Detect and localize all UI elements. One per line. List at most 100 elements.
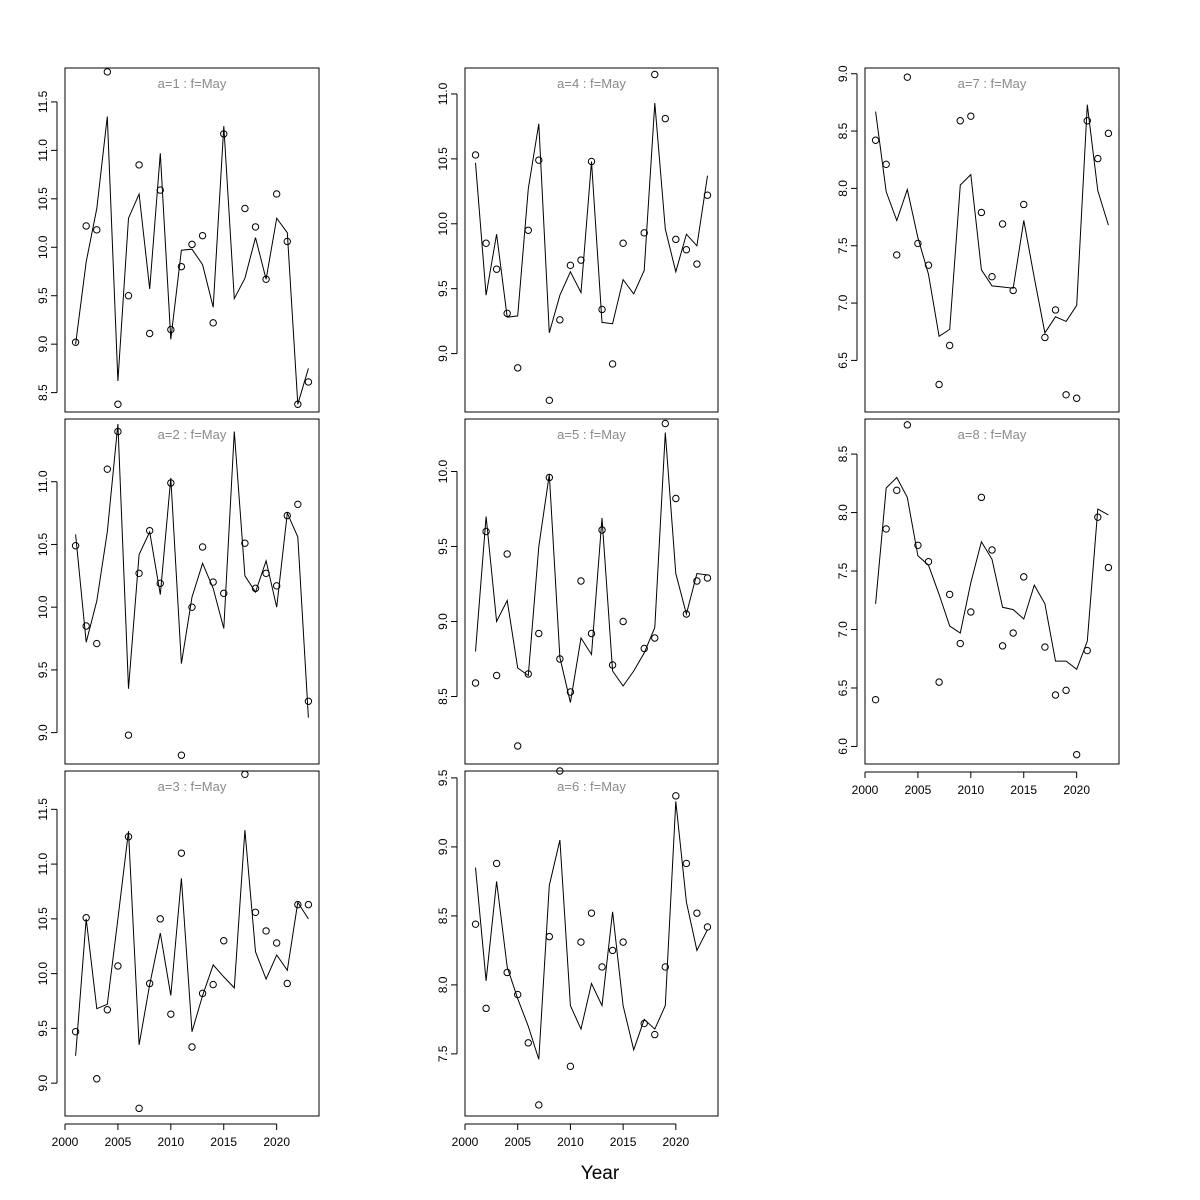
y-tick-label: 9.5 bbox=[36, 661, 50, 678]
fitted-line bbox=[875, 104, 1109, 338]
observed-point bbox=[167, 479, 175, 487]
observed-point bbox=[304, 378, 313, 386]
x-tick-label: 2000 bbox=[52, 1135, 79, 1149]
panel-8: a=8 : f=May 6.0 6.5 7.0 7.5 8.0 8.5 2000 2005 201… bbox=[836, 418, 1120, 797]
observed-point bbox=[93, 1075, 101, 1083]
y-tick-label: 11.0 bbox=[436, 82, 450, 105]
observed-point bbox=[145, 979, 154, 988]
observed-point bbox=[283, 979, 291, 988]
observed-point bbox=[241, 204, 249, 213]
observed-point bbox=[251, 584, 260, 593]
observed-point bbox=[566, 261, 575, 270]
y-tick-label: 9.0 bbox=[836, 65, 850, 82]
observed-point bbox=[156, 186, 164, 194]
observed-point bbox=[640, 644, 648, 653]
observed-point bbox=[482, 1004, 490, 1013]
observed-point bbox=[167, 1010, 175, 1018]
observed-point bbox=[272, 190, 281, 198]
observed-point bbox=[893, 486, 901, 495]
observed-point bbox=[1062, 686, 1070, 695]
observed-point bbox=[1072, 750, 1081, 759]
plot-frame bbox=[64, 770, 320, 1117]
x-tick-label: 2015 bbox=[1010, 783, 1037, 797]
observed-point bbox=[967, 608, 975, 616]
observed-point bbox=[619, 617, 627, 626]
x-tick-label: 2015 bbox=[210, 1135, 237, 1149]
x-axis: 2000 2005 2010 2015 2020 bbox=[52, 1123, 290, 1149]
x-tick-label: 2005 bbox=[105, 1135, 132, 1149]
y-tick-label: 10.0 bbox=[36, 962, 50, 986]
y-tick-label: 10.5 bbox=[436, 147, 450, 171]
observed-point bbox=[998, 220, 1007, 228]
observed-point bbox=[608, 946, 617, 955]
observed-point bbox=[903, 421, 912, 429]
observed-point bbox=[503, 550, 511, 558]
observed-point bbox=[471, 151, 480, 159]
observed-point bbox=[556, 655, 564, 663]
observed-point bbox=[566, 688, 575, 696]
y-axis: 9.0 9.5 10.0 10.5 11.0 bbox=[436, 82, 458, 362]
observed-point bbox=[703, 923, 712, 931]
observed-point bbox=[935, 678, 943, 686]
observed-point bbox=[272, 939, 281, 947]
observed-point bbox=[1094, 154, 1102, 163]
y-tick-label: 9.5 bbox=[436, 538, 450, 555]
x-tick-label: 2000 bbox=[852, 783, 879, 797]
y-tick-label: 8.0 bbox=[836, 180, 850, 197]
fitted-line bbox=[75, 830, 309, 1056]
y-tick-label: 7.0 bbox=[836, 621, 850, 638]
observed-point bbox=[703, 191, 712, 199]
observed-point bbox=[262, 927, 270, 935]
observed-point bbox=[587, 909, 596, 917]
observed-point bbox=[587, 629, 596, 638]
observed-point bbox=[945, 341, 954, 350]
observed-point bbox=[93, 226, 101, 234]
observed-point bbox=[262, 275, 270, 283]
observed-point bbox=[608, 661, 617, 669]
fitted-line bbox=[875, 476, 1109, 671]
y-tick-label: 10.5 bbox=[36, 187, 50, 211]
observed-point bbox=[1083, 117, 1091, 125]
observed-point bbox=[619, 938, 627, 946]
observed-point bbox=[93, 639, 101, 648]
observed-point bbox=[251, 223, 260, 231]
observed-point bbox=[871, 136, 880, 144]
observed-point bbox=[71, 1027, 80, 1036]
y-tick-label: 10.0 bbox=[36, 235, 50, 259]
observed-point bbox=[672, 235, 680, 244]
y-tick-label: 11.0 bbox=[36, 139, 50, 162]
observed-point bbox=[640, 1019, 648, 1028]
observed-point bbox=[524, 226, 532, 234]
y-axis: 8.5 9.0 9.5 10.0 bbox=[436, 459, 458, 705]
observed-point bbox=[651, 70, 659, 79]
observed-point bbox=[262, 569, 270, 578]
observed-point bbox=[545, 396, 554, 405]
observed-point bbox=[882, 160, 890, 169]
y-tick-label: 9.0 bbox=[36, 724, 50, 741]
y-tick-label: 7.5 bbox=[836, 237, 850, 254]
plot-frame bbox=[64, 418, 320, 765]
observed-point bbox=[503, 968, 511, 977]
observed-point bbox=[977, 208, 986, 217]
observed-point bbox=[514, 742, 522, 750]
observed-point bbox=[545, 473, 554, 482]
y-tick-label: 9.0 bbox=[436, 345, 450, 362]
plot-frame bbox=[64, 67, 320, 413]
observed-point bbox=[103, 1006, 112, 1014]
observed-point bbox=[82, 914, 90, 922]
observed-point bbox=[924, 557, 933, 566]
observed-point bbox=[1083, 646, 1091, 655]
observed-point bbox=[492, 265, 501, 273]
observed-point bbox=[988, 546, 996, 554]
panel-title: a=4 : f=May bbox=[557, 76, 626, 91]
observed-point bbox=[1051, 306, 1060, 314]
observed-point bbox=[882, 525, 890, 533]
observed-point bbox=[967, 112, 975, 120]
observed-point bbox=[514, 990, 522, 999]
y-tick-label: 10.5 bbox=[36, 907, 50, 931]
x-tick-label: 2020 bbox=[662, 1135, 689, 1149]
observed-point bbox=[524, 670, 532, 678]
observed-point bbox=[598, 526, 606, 534]
observed-point bbox=[209, 578, 217, 586]
